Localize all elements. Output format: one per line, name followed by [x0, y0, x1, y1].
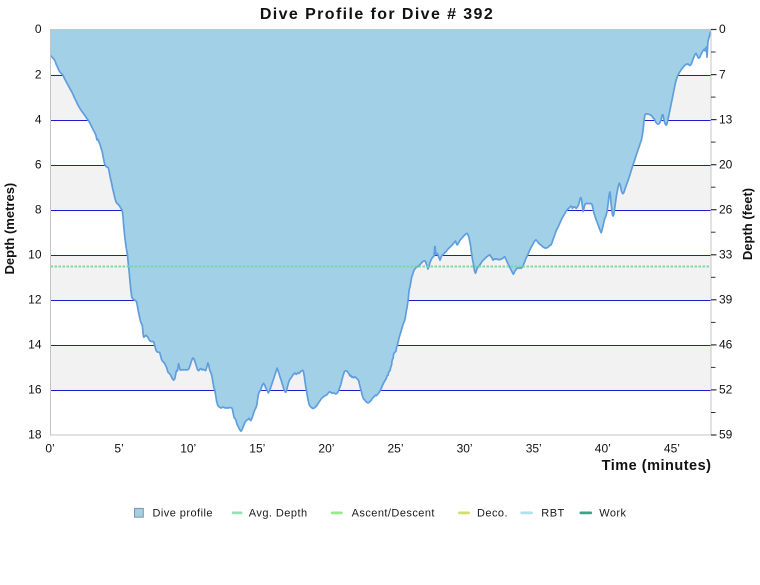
- svg-text:Work: Work: [599, 507, 626, 519]
- svg-text:25’: 25’: [387, 442, 403, 456]
- svg-text:16: 16: [28, 383, 42, 397]
- svg-text:Depth (feet): Depth (feet): [740, 188, 755, 260]
- svg-text:0’: 0’: [45, 442, 54, 456]
- svg-text:13: 13: [719, 112, 733, 126]
- svg-text:52: 52: [719, 383, 733, 397]
- svg-text:10: 10: [28, 247, 42, 261]
- svg-text:14: 14: [28, 338, 42, 352]
- svg-text:2: 2: [35, 67, 42, 81]
- svg-text:10’: 10’: [180, 442, 196, 456]
- svg-text:35’: 35’: [526, 442, 542, 456]
- svg-text:59: 59: [719, 428, 733, 442]
- svg-text:33: 33: [719, 247, 733, 261]
- svg-text:Ascent/Descent: Ascent/Descent: [352, 507, 435, 519]
- svg-text:20: 20: [719, 157, 733, 171]
- svg-text:18: 18: [28, 428, 42, 442]
- svg-text:Dive profile: Dive profile: [153, 507, 213, 519]
- svg-text:0: 0: [719, 22, 726, 36]
- svg-text:7: 7: [719, 67, 726, 81]
- svg-text:0: 0: [35, 22, 42, 36]
- svg-text:30’: 30’: [457, 442, 473, 456]
- svg-text:RBT: RBT: [541, 507, 564, 519]
- svg-text:39: 39: [719, 292, 733, 306]
- svg-text:Deco.: Deco.: [477, 507, 508, 519]
- svg-text:15’: 15’: [249, 442, 265, 456]
- svg-text:5’: 5’: [114, 442, 123, 456]
- svg-text:40’: 40’: [595, 442, 611, 456]
- svg-text:45’: 45’: [664, 442, 680, 456]
- svg-text:Avg. Depth: Avg. Depth: [249, 507, 308, 519]
- svg-text:6: 6: [35, 157, 42, 171]
- svg-text:Time (minutes): Time (minutes): [602, 458, 712, 474]
- svg-text:26: 26: [719, 202, 733, 216]
- svg-text:12: 12: [28, 292, 42, 306]
- svg-text:20’: 20’: [318, 442, 334, 456]
- svg-text:4: 4: [35, 112, 42, 126]
- svg-text:Dive Profile for Dive # 392: Dive Profile for Dive # 392: [260, 6, 494, 23]
- svg-text:8: 8: [35, 202, 42, 216]
- svg-text:Depth (metres): Depth (metres): [2, 183, 17, 275]
- svg-text:46: 46: [719, 338, 733, 352]
